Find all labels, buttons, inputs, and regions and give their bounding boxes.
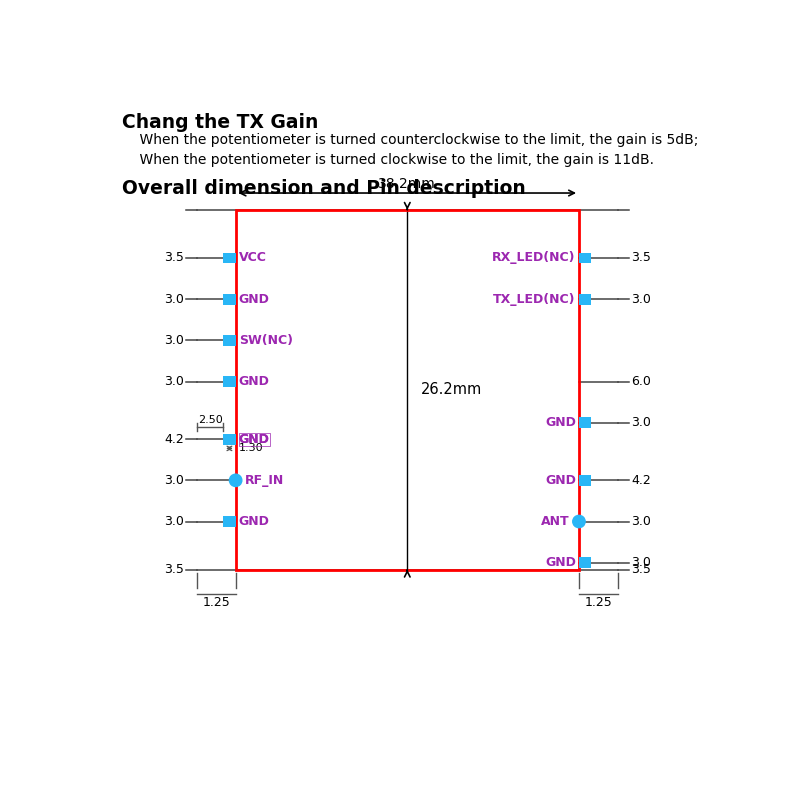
Text: 1.25: 1.25	[202, 597, 230, 610]
Text: ANT: ANT	[541, 515, 570, 528]
Text: 38.2mm: 38.2mm	[378, 177, 436, 190]
Bar	[579, 253, 591, 263]
Bar	[223, 434, 236, 445]
Text: 3.0: 3.0	[631, 293, 650, 306]
Text: 3.5: 3.5	[164, 563, 184, 576]
Text: 4.2: 4.2	[631, 474, 650, 487]
Bar	[579, 475, 591, 486]
Text: 3.0: 3.0	[631, 556, 650, 569]
Text: 3.0: 3.0	[164, 375, 184, 388]
Text: 3.0: 3.0	[164, 293, 184, 306]
Circle shape	[573, 515, 585, 528]
Text: VCC: VCC	[238, 251, 266, 265]
Bar	[236, 210, 579, 570]
Text: 3.5: 3.5	[164, 251, 184, 265]
Text: 3.0: 3.0	[164, 334, 184, 347]
Text: GND: GND	[238, 375, 270, 388]
Bar	[223, 516, 236, 527]
Text: GND: GND	[238, 293, 270, 306]
Text: 2.50: 2.50	[198, 414, 222, 425]
Text: GND: GND	[545, 416, 576, 429]
Bar	[223, 253, 236, 263]
Text: 6.0: 6.0	[631, 375, 650, 388]
Text: When the potentiometer is turned clockwise to the limit, the gain is 11dB.: When the potentiometer is turned clockwi…	[122, 153, 654, 167]
Text: Chang the TX Gain: Chang the TX Gain	[122, 113, 318, 132]
Text: 4.2: 4.2	[164, 433, 184, 446]
Bar	[223, 376, 236, 387]
Text: 3.5: 3.5	[631, 563, 650, 576]
Text: TX_LED(NC): TX_LED(NC)	[494, 293, 576, 306]
Text: GND: GND	[238, 515, 270, 528]
Text: GND: GND	[545, 474, 576, 487]
Bar	[579, 558, 591, 568]
Circle shape	[230, 474, 242, 486]
Text: Overall dimension and Pin description: Overall dimension and Pin description	[122, 179, 526, 198]
Text: RF_IN: RF_IN	[245, 474, 284, 487]
Text: RX_LED(NC): RX_LED(NC)	[492, 251, 576, 265]
Bar	[223, 335, 236, 346]
Text: GND: GND	[238, 433, 270, 446]
Text: 26.2mm: 26.2mm	[422, 382, 482, 398]
Text: GND: GND	[238, 433, 270, 446]
Text: When the potentiometer is turned counterclockwise to the limit, the gain is 5dB;: When the potentiometer is turned counter…	[122, 133, 698, 147]
Text: 1.30: 1.30	[238, 443, 263, 454]
Text: 3.0: 3.0	[164, 515, 184, 528]
Text: GND: GND	[545, 556, 576, 569]
Text: 3.0: 3.0	[164, 474, 184, 487]
Text: 1.25: 1.25	[585, 597, 612, 610]
Text: 3.0: 3.0	[631, 416, 650, 429]
Text: 3.5: 3.5	[631, 251, 650, 265]
Bar	[223, 294, 236, 305]
Text: SW(NC): SW(NC)	[238, 334, 293, 347]
Text: 3.0: 3.0	[631, 515, 650, 528]
Bar	[579, 294, 591, 305]
Bar	[579, 418, 591, 428]
